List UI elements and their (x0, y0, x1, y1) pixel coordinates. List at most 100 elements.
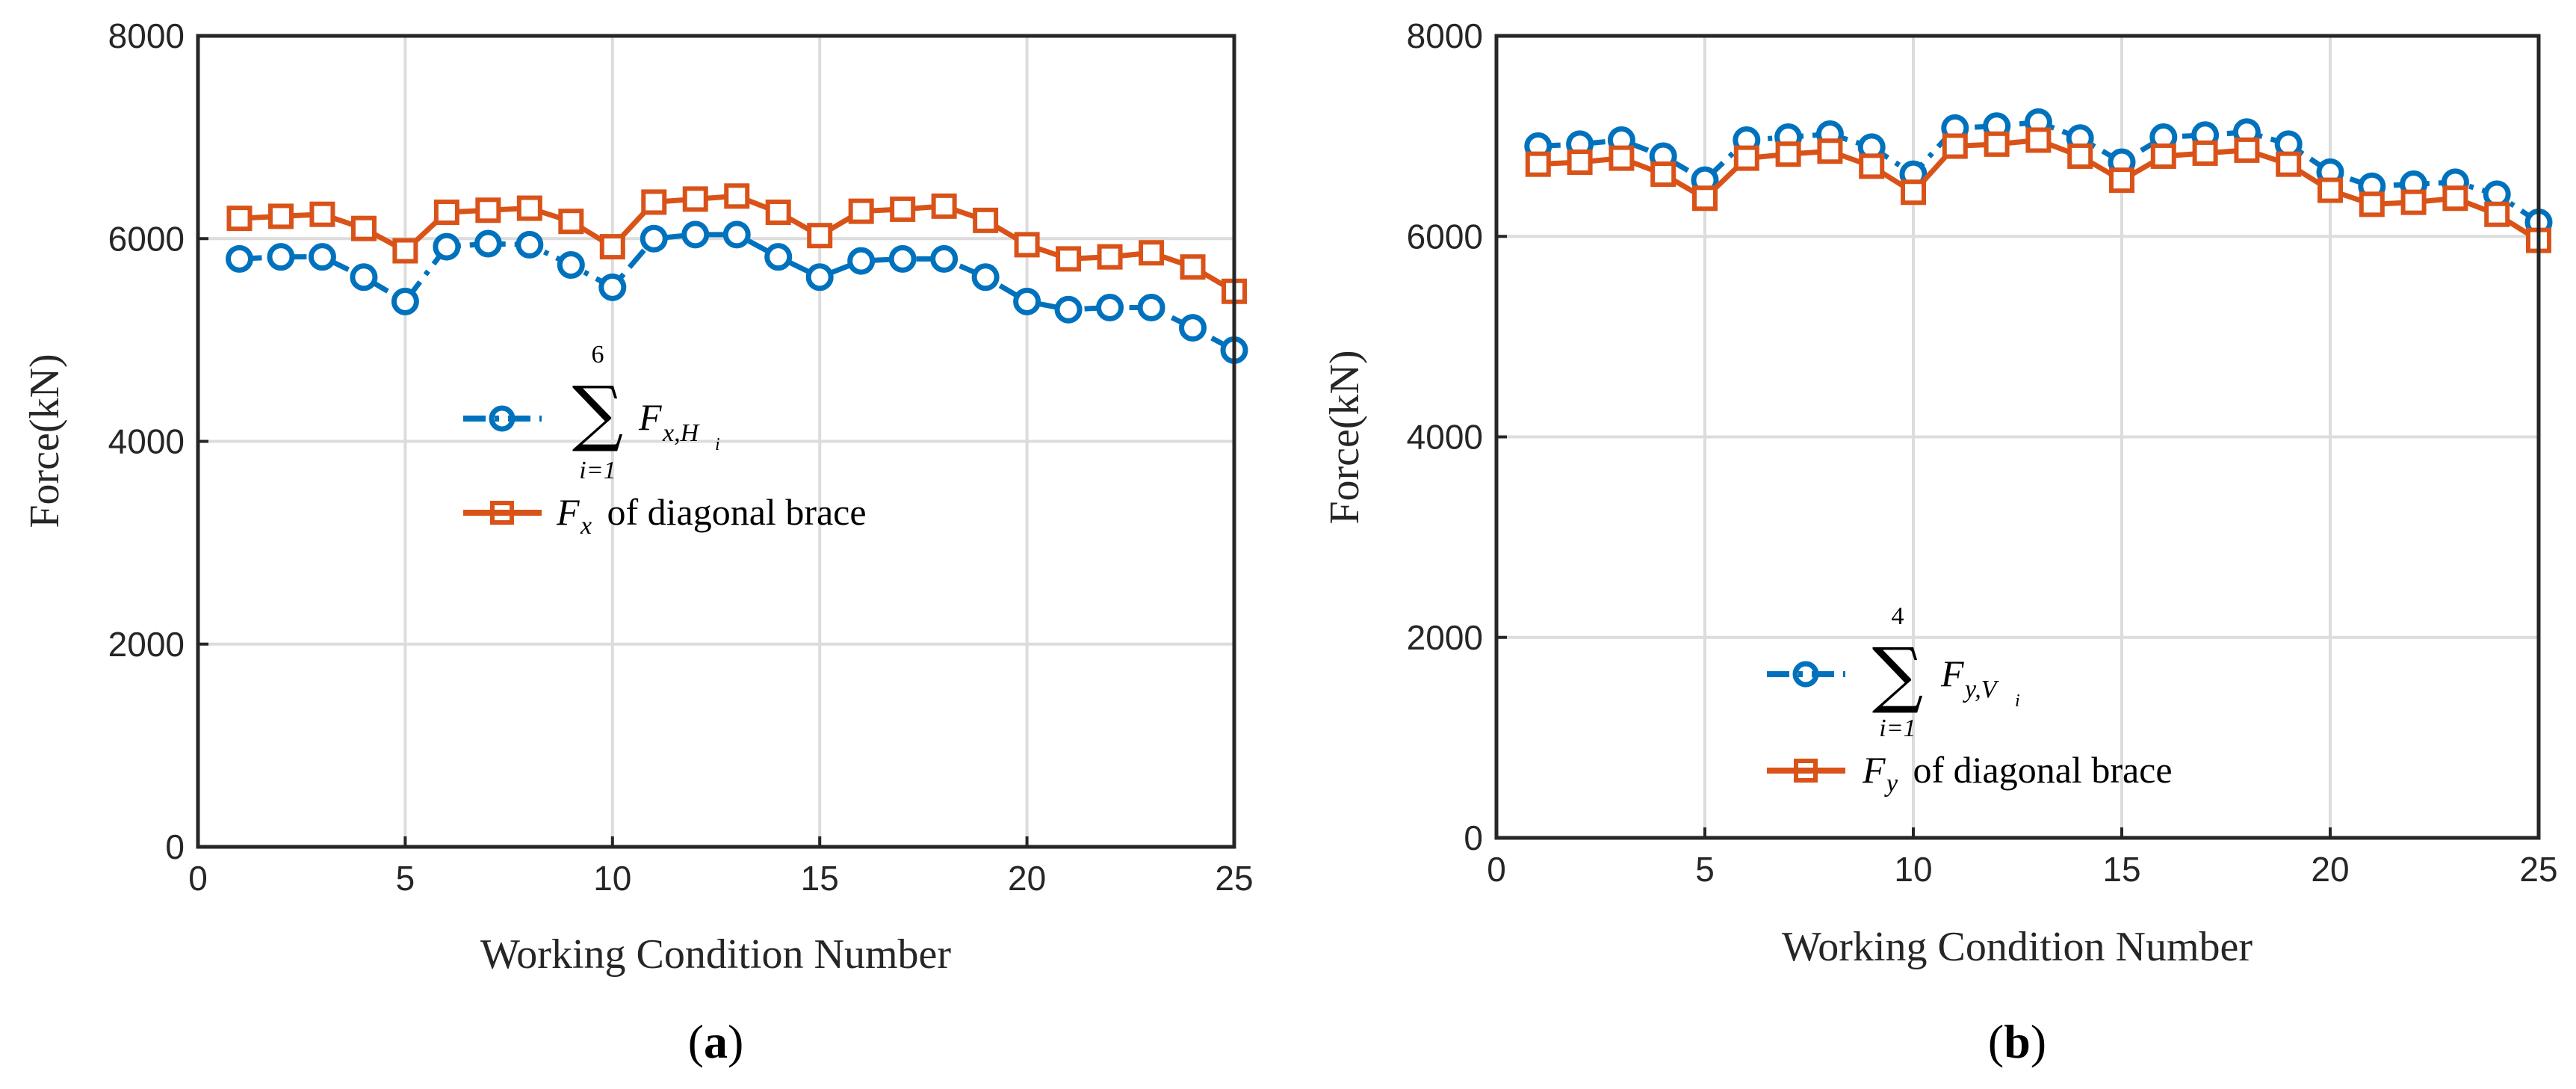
legend-a-entry2-text: of diagonal brace (598, 491, 867, 533)
data-point-square (1097, 244, 1123, 270)
x-tick-label: 15 (801, 859, 839, 898)
y-tick-label: 4000 (1407, 418, 1483, 457)
panel-label-b: (b) (1988, 1015, 2046, 1068)
legend-b-sub-main: y,V (1963, 676, 2000, 703)
y-tick-label: 6000 (108, 219, 185, 258)
data-point-square (309, 201, 335, 227)
legend-a-sub-index: i (715, 435, 720, 454)
data-point-square (516, 195, 542, 221)
x-tick-label: 10 (1894, 850, 1932, 889)
series-line-sum (239, 232, 1236, 353)
data-point-square (973, 207, 999, 233)
y-tick-label: 0 (1464, 818, 1483, 857)
legend-b-entry2-symbol: F (1862, 749, 1886, 791)
legend-b-sum-upper: 4 (1892, 602, 1904, 630)
y-tick-label: 4000 (108, 422, 185, 461)
x-ticks-b: 0 5 10 15 20 25 (1487, 827, 2558, 889)
y-tick-label: 2000 (108, 625, 185, 664)
x-tick-label: 20 (2311, 850, 2349, 889)
x-tick-label: 15 (2102, 850, 2140, 889)
legend-a-sigma: ∑ (572, 371, 624, 454)
x-tick-label: 25 (1215, 859, 1253, 898)
data-point-square (2025, 127, 2052, 153)
data-point-square (724, 183, 750, 209)
y-tick-label: 8000 (1407, 16, 1483, 55)
data-point-square (2109, 167, 2134, 194)
data-point-square (1139, 240, 1165, 266)
data-point-circle (888, 244, 917, 273)
y-tick-label: 6000 (1407, 217, 1483, 256)
data-point-circle (805, 263, 834, 291)
data-point-circle (350, 263, 378, 291)
panel-label-a: (a) (688, 1015, 744, 1068)
data-point-square (1942, 133, 1968, 159)
data-point-circle (515, 230, 544, 259)
data-point-square (1901, 179, 1926, 206)
x-axis-label-a: Working Condition Number (480, 931, 951, 978)
data-point-square (475, 197, 501, 223)
legend-a-entry1: 6 ∑ i=1 F x,H i (463, 341, 720, 484)
x-tick-label: 20 (1008, 859, 1046, 898)
series-b (1524, 108, 2553, 253)
y-tick-label: 8000 (108, 16, 185, 55)
legend-a-entry2: F x of diagonal brace (463, 491, 867, 540)
data-point-square (1984, 131, 2010, 157)
legend-a-sum-lower: i=1 (579, 457, 616, 484)
data-point-square (1567, 149, 1593, 175)
legend-b-entry2-text: of diagonal brace (1904, 749, 2173, 791)
plot-frame-a (196, 34, 1236, 849)
data-point-square (2484, 201, 2510, 227)
data-point-square (267, 203, 294, 229)
x-tick-label: 5 (396, 859, 415, 898)
data-point-circle (1096, 293, 1124, 321)
legend-a-symbol: F (638, 396, 662, 438)
series-line-brace (1538, 137, 2540, 243)
data-point-circle (474, 229, 502, 258)
x-tick-label: 10 (593, 859, 631, 898)
data-point-square (931, 193, 957, 219)
data-point-circle (722, 220, 751, 249)
legend-b: 4 ∑ i=1 F y,V i F y of diagonal brace (1767, 602, 2173, 798)
data-point-square (1014, 232, 1040, 258)
data-point-circle (391, 287, 419, 315)
data-point-square (2150, 143, 2176, 169)
legend-b-symbol: F (1940, 653, 1964, 694)
legend-a-circle-marker (489, 405, 515, 432)
legend-b-sigma: ∑ (1872, 632, 1924, 716)
data-point-square (1775, 141, 1801, 167)
data-point-circle (1137, 293, 1165, 321)
data-point-square (765, 199, 791, 225)
data-point-circle (1179, 314, 1207, 342)
series-a (225, 183, 1248, 364)
legend-a-square-marker (490, 501, 514, 525)
legend-b-circle-marker (1792, 661, 1819, 688)
data-point-square (392, 238, 418, 264)
legend-b-entry2-sub: y (1884, 770, 1898, 798)
legend-a-sub-main: x,H (662, 419, 701, 447)
legend-b-square-marker (1794, 759, 1818, 783)
x-tick-label: 5 (1695, 850, 1715, 889)
legend-b-entry2: F y of diagonal brace (1767, 749, 2173, 798)
y-ticks-a: 0 2000 4000 6000 8000 (108, 16, 208, 866)
data-point-circle (764, 243, 793, 271)
data-point-square (2400, 189, 2427, 215)
data-point-square (2234, 137, 2260, 163)
data-point-square (2067, 143, 2093, 169)
data-point-circle (971, 263, 1000, 291)
data-point-circle (433, 232, 461, 261)
data-point-circle (557, 251, 585, 280)
data-point-square (558, 209, 584, 235)
data-point-square (1525, 151, 1551, 177)
data-point-circle (640, 224, 668, 253)
legend-b-sub-index: i (2015, 691, 2020, 711)
data-point-circle (847, 247, 876, 275)
data-point-square (848, 198, 874, 224)
data-point-square (1733, 145, 1759, 171)
data-point-square (2359, 191, 2385, 218)
data-point-square (2192, 140, 2218, 166)
data-point-circle (598, 273, 627, 301)
data-point-square (2318, 177, 2343, 203)
x-ticks-a: 0 5 10 15 20 25 (188, 836, 1254, 898)
chart-panel-a: 0 5 10 15 20 25 0 2000 4000 6000 8000 Working Con… (22, 16, 1254, 1068)
